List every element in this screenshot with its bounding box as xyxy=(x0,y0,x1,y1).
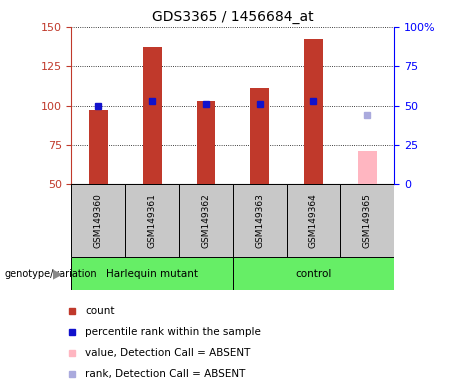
Text: GSM149364: GSM149364 xyxy=(309,194,318,248)
Bar xyxy=(143,47,161,184)
Text: value, Detection Call = ABSENT: value, Detection Call = ABSENT xyxy=(85,348,250,358)
Text: genotype/variation: genotype/variation xyxy=(5,268,97,279)
Bar xyxy=(233,184,287,257)
Bar xyxy=(179,184,233,257)
Bar xyxy=(250,88,269,184)
Bar xyxy=(358,151,377,184)
Bar xyxy=(287,184,340,257)
Text: Harlequin mutant: Harlequin mutant xyxy=(106,268,198,279)
Text: GSM149365: GSM149365 xyxy=(363,194,372,248)
Text: control: control xyxy=(296,268,331,279)
Bar xyxy=(196,101,215,184)
Bar xyxy=(71,184,125,257)
Text: ▶: ▶ xyxy=(53,267,62,280)
Bar xyxy=(304,40,323,184)
Bar xyxy=(89,110,108,184)
Title: GDS3365 / 1456684_at: GDS3365 / 1456684_at xyxy=(152,10,313,25)
Bar xyxy=(233,257,394,290)
Text: percentile rank within the sample: percentile rank within the sample xyxy=(85,327,261,337)
Text: rank, Detection Call = ABSENT: rank, Detection Call = ABSENT xyxy=(85,369,245,379)
Bar xyxy=(340,184,394,257)
Text: GSM149362: GSM149362 xyxy=(201,194,210,248)
Bar xyxy=(125,184,179,257)
Text: GSM149363: GSM149363 xyxy=(255,194,264,248)
Text: count: count xyxy=(85,306,115,316)
Bar xyxy=(71,257,233,290)
Text: GSM149360: GSM149360 xyxy=(94,194,103,248)
Text: GSM149361: GSM149361 xyxy=(148,194,157,248)
